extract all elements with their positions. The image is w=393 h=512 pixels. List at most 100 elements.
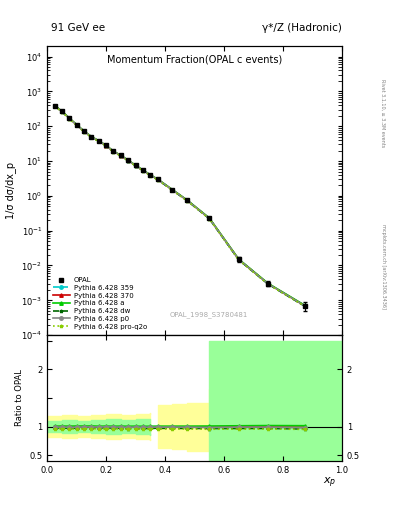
Pythia 6.428 a xyxy=(237,256,241,262)
Pythia 6.428 dw xyxy=(141,167,145,174)
Pythia 6.428 p0 xyxy=(89,134,94,140)
Pythia 6.428 dw xyxy=(266,281,270,287)
Pythia 6.428 359 xyxy=(67,115,72,121)
Pythia 6.428 p0 xyxy=(133,162,138,168)
Pythia 6.428 dw xyxy=(89,134,94,140)
Pythia 6.428 pro-q2o xyxy=(74,122,79,129)
Pythia 6.428 359 xyxy=(185,197,189,203)
Pythia 6.428 pro-q2o xyxy=(119,153,123,159)
Line: Pythia 6.428 a: Pythia 6.428 a xyxy=(53,104,307,307)
Y-axis label: 1/σ dσ/dx_p: 1/σ dσ/dx_p xyxy=(5,162,16,219)
Pythia 6.428 pro-q2o xyxy=(82,129,86,135)
Pythia 6.428 a xyxy=(52,102,57,109)
Pythia 6.428 359 xyxy=(74,122,79,128)
Pythia 6.428 a xyxy=(60,108,64,114)
X-axis label: $x_p$: $x_p$ xyxy=(323,476,336,490)
Text: OPAL_1998_S3780481: OPAL_1998_S3780481 xyxy=(170,311,248,318)
Pythia 6.428 dw xyxy=(170,187,175,194)
Pythia 6.428 370 xyxy=(67,115,72,121)
Pythia 6.428 370 xyxy=(119,153,123,159)
Pythia 6.428 370 xyxy=(111,148,116,155)
Pythia 6.428 pro-q2o xyxy=(170,187,175,194)
Pythia 6.428 dw xyxy=(82,129,86,135)
Pythia 6.428 p0 xyxy=(303,303,307,309)
Pythia 6.428 359 xyxy=(133,162,138,168)
Pythia 6.428 359 xyxy=(111,148,116,155)
Pythia 6.428 359 xyxy=(303,303,307,309)
Pythia 6.428 dw xyxy=(74,122,79,128)
Pythia 6.428 p0 xyxy=(237,257,241,263)
Pythia 6.428 359 xyxy=(96,138,101,144)
Pythia 6.428 370 xyxy=(185,197,189,203)
Pythia 6.428 370 xyxy=(96,138,101,144)
Text: mcplots.cern.ch [arXiv:1306.3436]: mcplots.cern.ch [arXiv:1306.3436] xyxy=(381,224,386,309)
Pythia 6.428 p0 xyxy=(67,115,72,121)
Pythia 6.428 pro-q2o xyxy=(237,257,241,263)
Pythia 6.428 359 xyxy=(126,157,130,163)
Pythia 6.428 a xyxy=(74,121,79,127)
Pythia 6.428 359 xyxy=(170,187,175,193)
Pythia 6.428 359 xyxy=(104,142,108,148)
Pythia 6.428 p0 xyxy=(119,153,123,159)
Pythia 6.428 dw xyxy=(155,177,160,183)
Pythia 6.428 359 xyxy=(141,167,145,174)
Pythia 6.428 370 xyxy=(303,303,307,309)
Pythia 6.428 370 xyxy=(60,108,64,114)
Pythia 6.428 359 xyxy=(237,257,241,263)
Pythia 6.428 a xyxy=(141,167,145,173)
Pythia 6.428 p0 xyxy=(74,122,79,128)
Pythia 6.428 p0 xyxy=(207,215,212,221)
Pythia 6.428 p0 xyxy=(266,281,270,287)
Pythia 6.428 a xyxy=(303,303,307,309)
Pythia 6.428 a xyxy=(148,172,152,178)
Pythia 6.428 370 xyxy=(133,162,138,168)
Pythia 6.428 a xyxy=(155,176,160,182)
Pythia 6.428 p0 xyxy=(155,176,160,182)
Pythia 6.428 a xyxy=(185,197,189,203)
Y-axis label: Ratio to OPAL: Ratio to OPAL xyxy=(15,370,24,426)
Pythia 6.428 pro-q2o xyxy=(303,304,307,310)
Pythia 6.428 a xyxy=(96,138,101,144)
Text: Momentum Fraction(OPAL c events): Momentum Fraction(OPAL c events) xyxy=(107,55,282,65)
Line: Pythia 6.428 p0: Pythia 6.428 p0 xyxy=(53,104,307,308)
Pythia 6.428 p0 xyxy=(104,142,108,148)
Pythia 6.428 a xyxy=(67,115,72,121)
Pythia 6.428 dw xyxy=(111,148,116,155)
Pythia 6.428 pro-q2o xyxy=(111,149,116,155)
Pythia 6.428 370 xyxy=(82,128,86,134)
Pythia 6.428 370 xyxy=(89,134,94,140)
Pythia 6.428 370 xyxy=(141,167,145,173)
Pythia 6.428 a xyxy=(126,157,130,163)
Pythia 6.428 dw xyxy=(67,116,72,122)
Pythia 6.428 370 xyxy=(52,102,57,109)
Pythia 6.428 p0 xyxy=(60,108,64,114)
Pythia 6.428 dw xyxy=(303,303,307,309)
Pythia 6.428 p0 xyxy=(52,103,57,109)
Pythia 6.428 359 xyxy=(266,281,270,287)
Pythia 6.428 dw xyxy=(207,216,212,222)
Pythia 6.428 a xyxy=(82,128,86,134)
Pythia 6.428 a xyxy=(207,215,212,221)
Line: Pythia 6.428 pro-q2o: Pythia 6.428 pro-q2o xyxy=(53,104,307,308)
Pythia 6.428 359 xyxy=(60,108,64,114)
Pythia 6.428 dw xyxy=(60,109,64,115)
Pythia 6.428 pro-q2o xyxy=(60,109,64,115)
Pythia 6.428 pro-q2o xyxy=(133,163,138,169)
Pythia 6.428 a xyxy=(133,162,138,168)
Pythia 6.428 a xyxy=(119,152,123,158)
Pythia 6.428 359 xyxy=(119,153,123,159)
Pythia 6.428 dw xyxy=(52,103,57,109)
Pythia 6.428 dw xyxy=(237,257,241,263)
Pythia 6.428 pro-q2o xyxy=(126,158,130,164)
Pythia 6.428 370 xyxy=(207,215,212,221)
Pythia 6.428 pro-q2o xyxy=(185,198,189,204)
Pythia 6.428 dw xyxy=(148,173,152,179)
Pythia 6.428 359 xyxy=(155,176,160,182)
Pythia 6.428 pro-q2o xyxy=(67,116,72,122)
Pythia 6.428 370 xyxy=(155,176,160,182)
Pythia 6.428 370 xyxy=(126,157,130,163)
Text: Rivet 3.1.10, ≥ 3.3M events: Rivet 3.1.10, ≥ 3.3M events xyxy=(381,78,386,147)
Pythia 6.428 p0 xyxy=(126,157,130,163)
Pythia 6.428 p0 xyxy=(96,138,101,144)
Pythia 6.428 p0 xyxy=(111,148,116,155)
